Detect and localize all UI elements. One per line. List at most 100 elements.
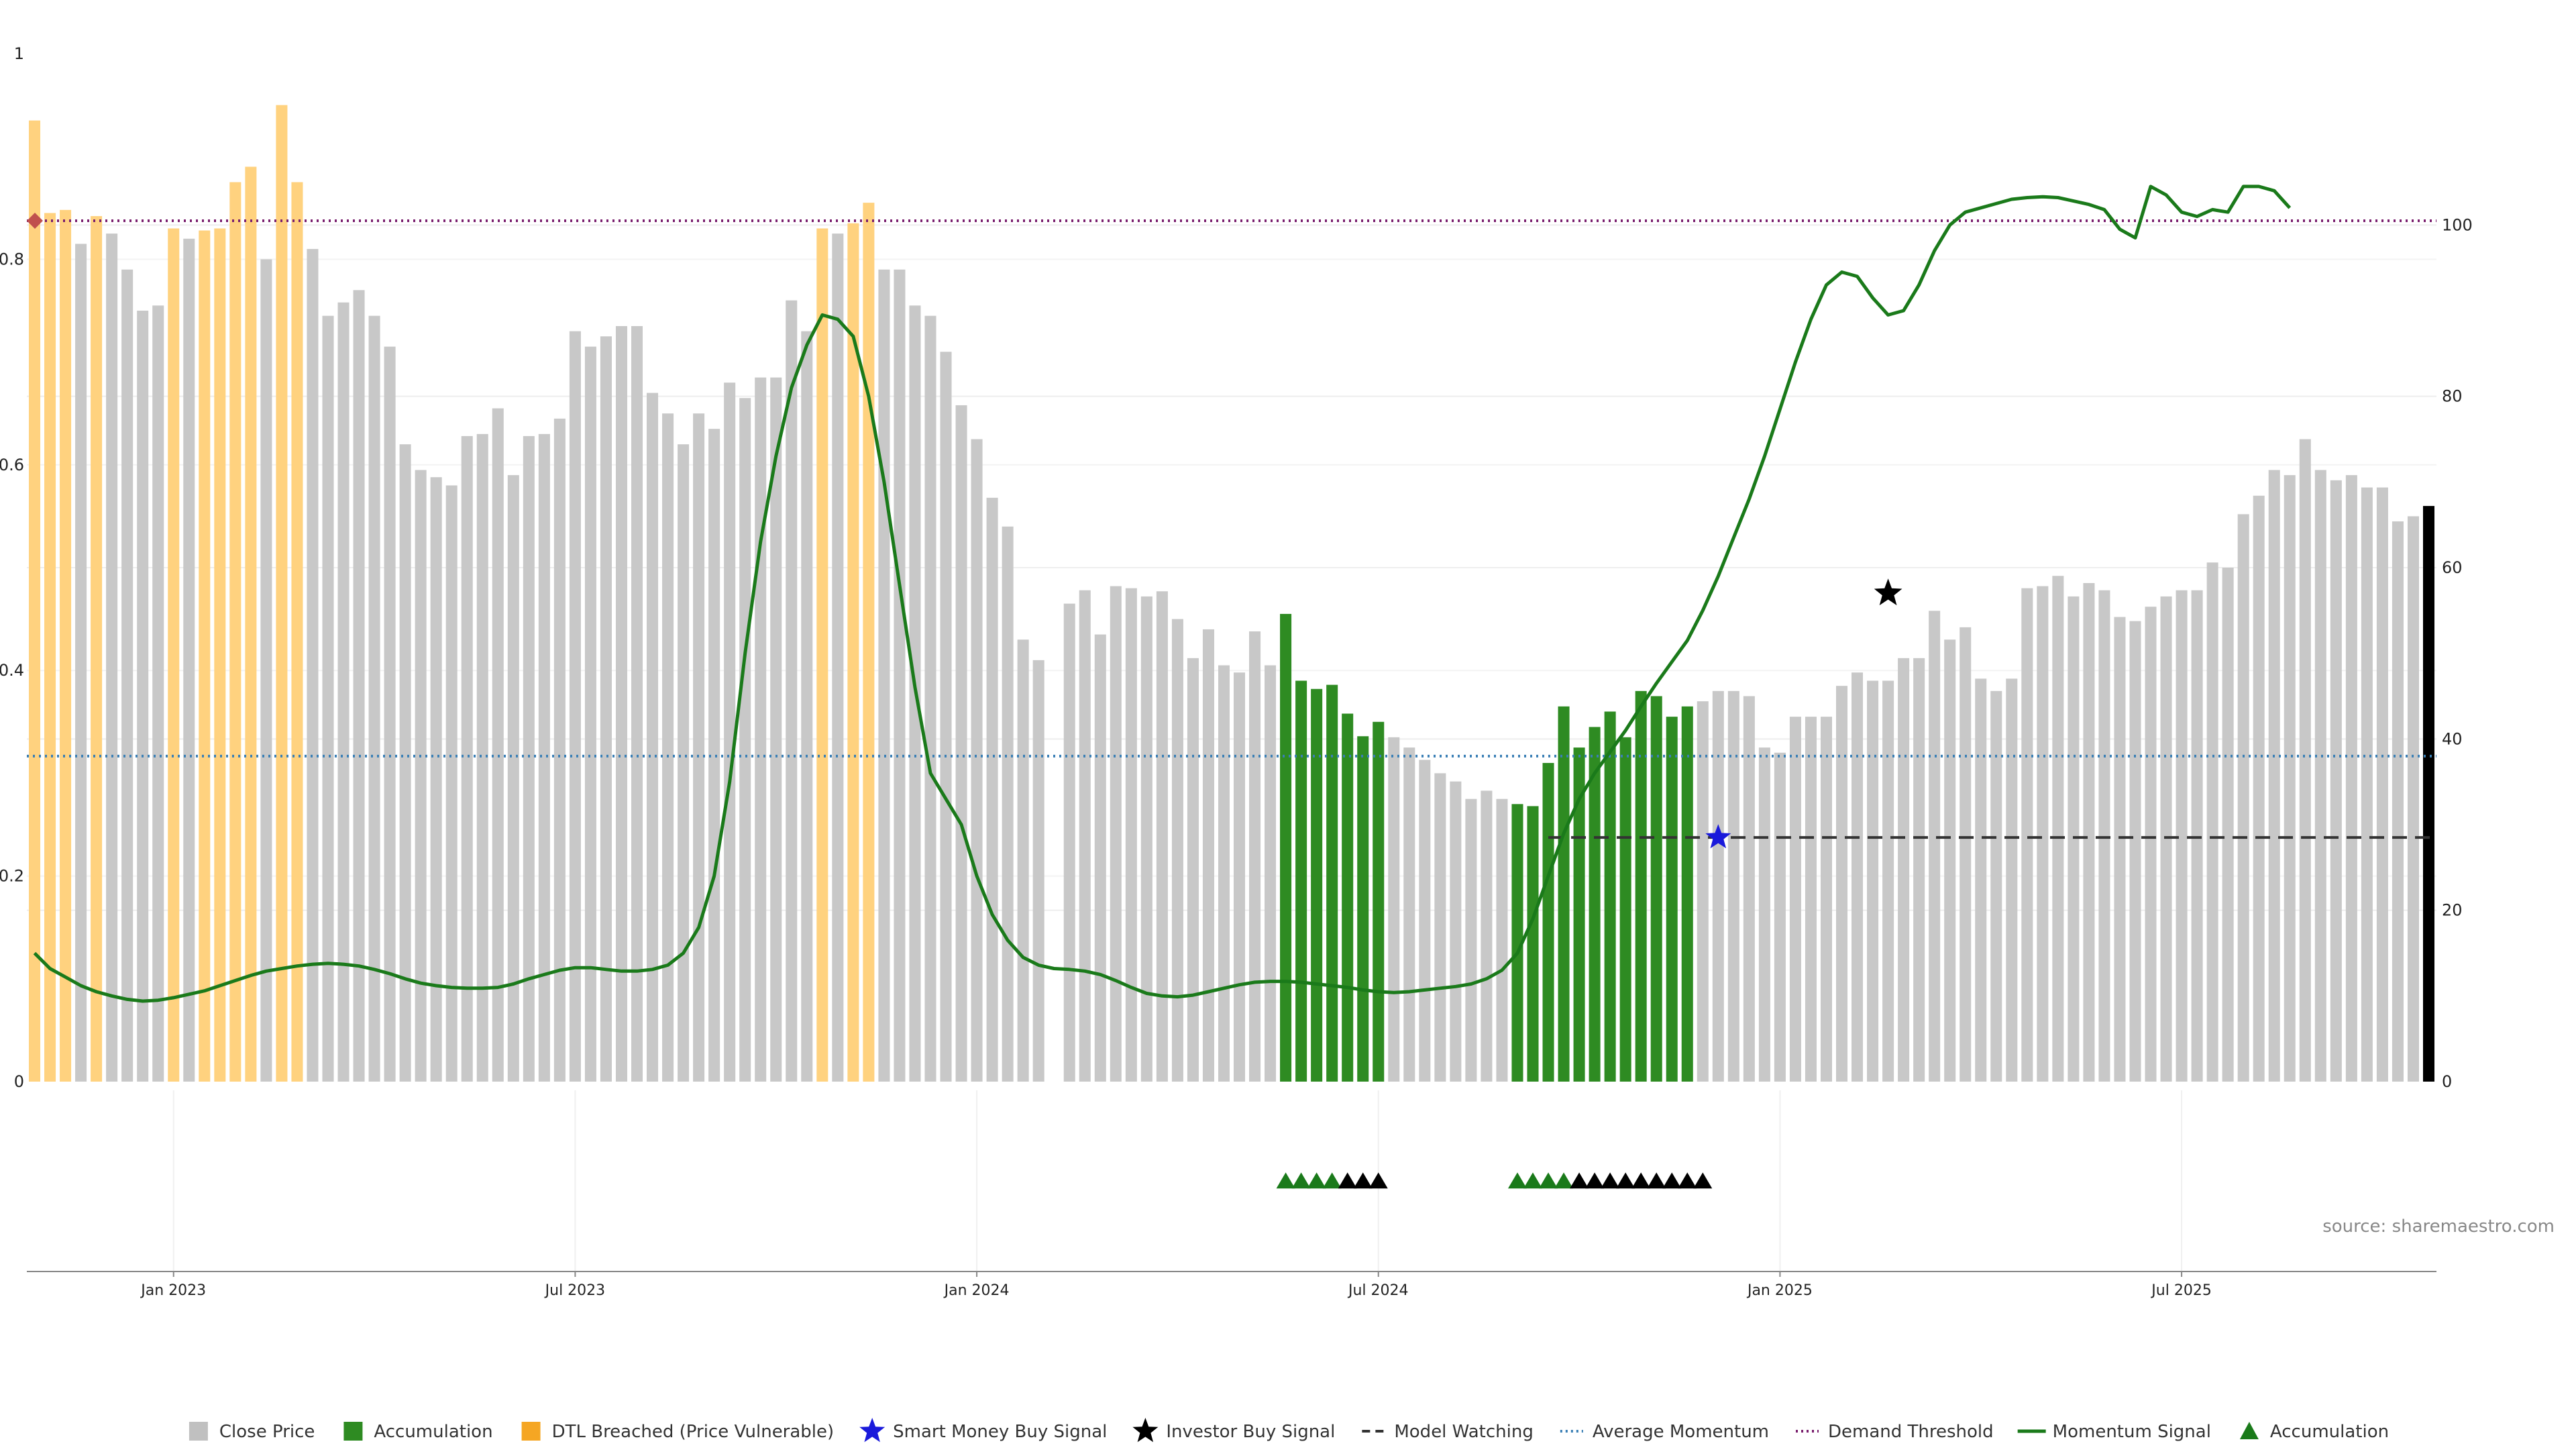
price-bar xyxy=(229,182,241,1082)
price-bar xyxy=(1326,684,1338,1082)
price-bar xyxy=(1619,737,1631,1082)
price-bar xyxy=(1542,763,1554,1082)
price-bar xyxy=(2376,487,2388,1082)
y-left-tick-label: 1 xyxy=(14,44,24,63)
price-bar xyxy=(1187,658,1199,1082)
accumulation-triangle xyxy=(1678,1172,1697,1189)
price-bar xyxy=(1373,721,1385,1082)
price-bar xyxy=(801,331,813,1082)
price-bar xyxy=(2268,470,2280,1082)
legend-item: Average Momentum xyxy=(1560,1422,1769,1442)
accumulation-triangle xyxy=(1662,1172,1682,1189)
y-right-tick-label: 60 xyxy=(2442,558,2463,577)
price-bar xyxy=(584,346,596,1082)
price-bar xyxy=(708,429,720,1082)
legend-label: Smart Money Buy Signal xyxy=(893,1422,1107,1442)
price-bar xyxy=(615,325,628,1082)
price-bar xyxy=(1017,639,1029,1082)
y-left-tick-label: 0.2 xyxy=(0,867,24,886)
price-bar xyxy=(1403,747,1415,1082)
price-bar xyxy=(1820,717,1833,1082)
accumulation-triangle xyxy=(1601,1172,1620,1189)
price-bar xyxy=(1635,690,1647,1082)
price-bar xyxy=(1743,696,1755,1082)
y-left-tick-label: 0 xyxy=(14,1072,24,1091)
y-right-tick-label: 100 xyxy=(2442,215,2473,234)
price-bar xyxy=(1511,804,1523,1082)
price-bar xyxy=(693,413,705,1082)
x-tick-label: Jan 2023 xyxy=(140,1282,206,1299)
price-bar xyxy=(1357,736,1369,1082)
price-bar xyxy=(492,408,504,1082)
price-bar xyxy=(739,398,751,1082)
legend-label: Close Price xyxy=(219,1422,315,1442)
price-bar xyxy=(1851,672,1864,1082)
price-bar xyxy=(1573,747,1585,1082)
price-bar xyxy=(924,315,936,1082)
price-bar xyxy=(1233,672,1246,1082)
price-bar xyxy=(878,269,890,1082)
accumulation-triangle xyxy=(1507,1172,1527,1189)
price-bar xyxy=(2253,495,2265,1082)
legend-item: Momentum Signal xyxy=(2017,1422,2211,1442)
price-bar xyxy=(770,377,782,1082)
price-bar xyxy=(1681,706,1693,1082)
price-bar xyxy=(847,223,859,1082)
price-bar xyxy=(2191,590,2203,1082)
price-bar xyxy=(2098,590,2110,1082)
y-right-tick-label: 80 xyxy=(2442,387,2463,406)
price-bar xyxy=(1280,613,1292,1082)
legend-item: Model Watching xyxy=(1362,1422,1534,1442)
smart-money-buy-star xyxy=(1705,824,1731,849)
accumulation-triangle xyxy=(1322,1172,1342,1189)
price-bar xyxy=(1913,658,1925,1082)
price-bar xyxy=(168,228,180,1082)
price-bar xyxy=(399,444,411,1082)
accumulation-triangle xyxy=(1616,1172,1635,1189)
price-bar xyxy=(1171,619,1183,1082)
y-right-tick-label: 40 xyxy=(2442,729,2463,748)
price-bar xyxy=(260,259,272,1082)
accumulation-triangle xyxy=(1647,1172,1666,1189)
legend: Close Price Accumulation DTL Breached (Pri… xyxy=(189,1418,2389,1443)
price-bar xyxy=(2299,439,2311,1082)
legend-item: Close Price xyxy=(189,1422,315,1442)
price-bar xyxy=(940,352,952,1082)
legend-item: Investor Buy Signal xyxy=(1132,1418,1335,1443)
price-bar xyxy=(2176,590,2188,1082)
y-left-tick-label: 0.8 xyxy=(0,250,24,268)
price-bar xyxy=(1419,760,1431,1082)
price-bar xyxy=(2129,621,2141,1082)
price-bar xyxy=(523,435,535,1082)
legend-item: Accumulation xyxy=(343,1422,493,1442)
price-bar xyxy=(2407,516,2419,1082)
price-bar xyxy=(955,405,967,1082)
price-bar xyxy=(461,435,473,1082)
price-bar xyxy=(106,234,118,1082)
legend-item: Accumulation xyxy=(2239,1422,2389,1442)
axes: 0 20 40 60 80 100 0 0.2 0.4 0.6 0.8 1 Jan 2023 Jul 20… xyxy=(0,44,2473,1299)
legend-label: Accumulation xyxy=(2270,1422,2389,1442)
price-bar xyxy=(569,331,581,1082)
price-bar xyxy=(1929,611,1941,1082)
accumulation-triangle xyxy=(1338,1172,1357,1189)
price-bar xyxy=(507,475,519,1082)
accumulation-triangle xyxy=(1693,1172,1713,1189)
price-bar xyxy=(2068,596,2080,1082)
price-bar xyxy=(1758,747,1770,1082)
price-bar xyxy=(28,120,41,1082)
price-bar xyxy=(1311,688,1323,1082)
price-bar xyxy=(1465,798,1477,1082)
price-bar xyxy=(662,413,674,1082)
price-bar xyxy=(337,302,350,1082)
price-bar xyxy=(121,269,133,1082)
price-bar xyxy=(1032,660,1044,1082)
price-bar xyxy=(199,230,211,1082)
legend-label: Momentum Signal xyxy=(2053,1422,2211,1442)
price-bar xyxy=(1450,781,1462,1082)
price-bar xyxy=(832,234,844,1082)
price-bar xyxy=(2145,607,2157,1082)
legend-item: Smart Money Buy Signal xyxy=(859,1418,1107,1443)
price-bar xyxy=(1388,737,1400,1082)
